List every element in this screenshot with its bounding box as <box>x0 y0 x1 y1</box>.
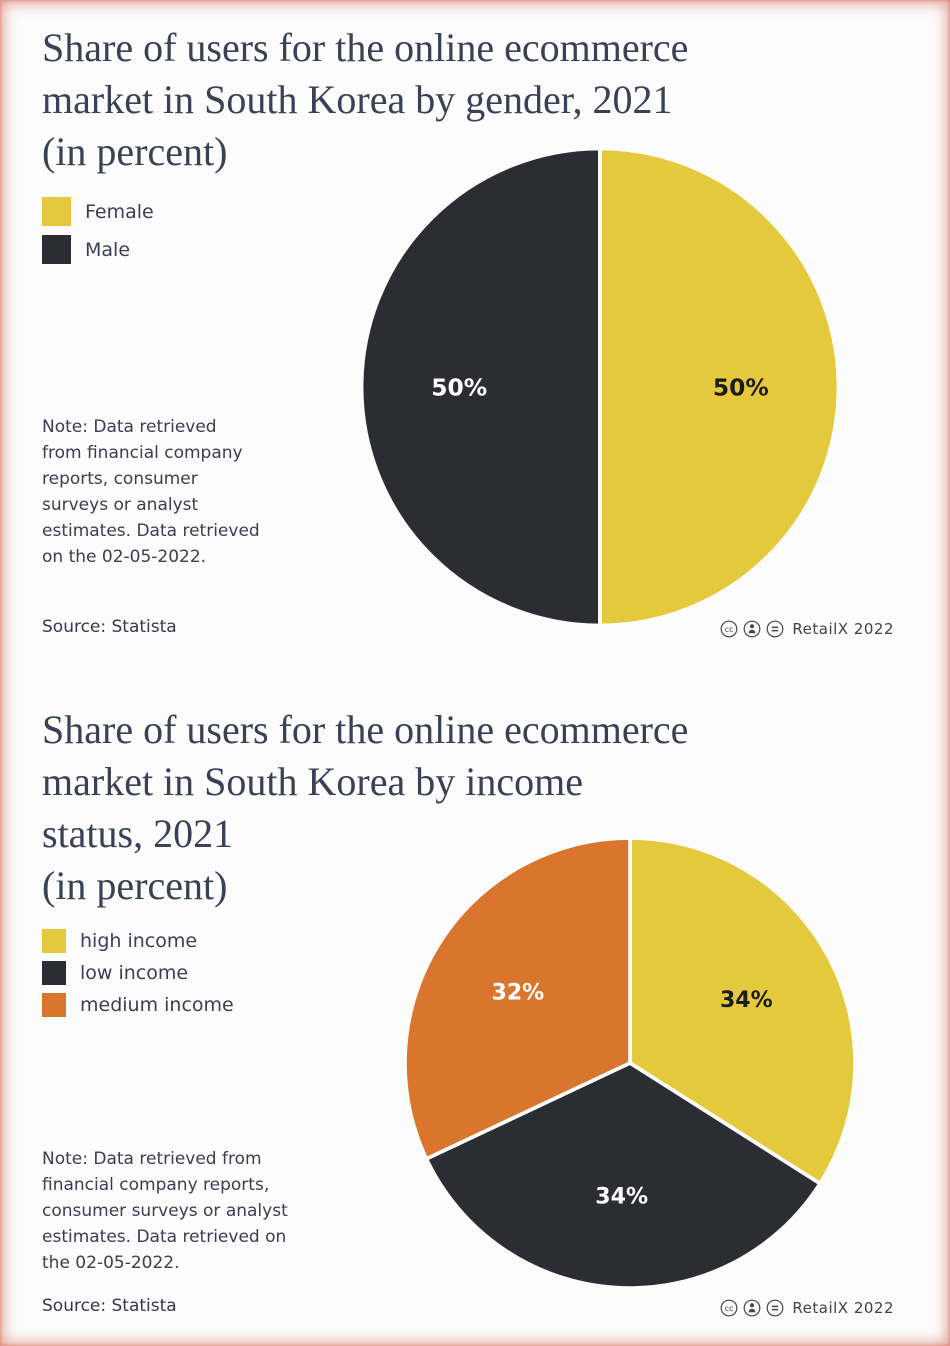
pie-chart: 34% 34% 32% <box>403 836 857 1290</box>
legend: Female Male <box>42 197 154 273</box>
legend-item: high income <box>42 929 234 953</box>
attribution-label: RetailX 2022 <box>792 1299 894 1317</box>
legend-item: Female <box>42 197 154 226</box>
note-text: Note: Data retrieved from financial comp… <box>42 1149 288 1273</box>
legend-item: medium income <box>42 993 234 1017</box>
legend-swatch <box>42 929 66 953</box>
note-text: Note: Data retrieved from financial comp… <box>42 417 260 567</box>
legend-label: low income <box>80 962 189 984</box>
cc-license-icon: cc <box>720 620 738 638</box>
cc-by-person-icon <box>743 1299 761 1317</box>
legend: high income low income medium income <box>42 929 234 1025</box>
legend-label: Female <box>85 200 154 223</box>
chart-title: Share of users for the online ecommerce … <box>42 707 689 908</box>
legend-item: Male <box>42 235 154 264</box>
attribution-label: RetailX 2022 <box>792 620 894 638</box>
legend-swatch <box>42 961 66 985</box>
cc-nd-equals-icon <box>766 620 784 638</box>
pie-slice <box>359 146 602 628</box>
pie-slice-value-label: 50% <box>713 373 769 401</box>
pie-slice <box>403 836 632 1161</box>
pie-chart: 50% 50% <box>359 146 841 628</box>
legend-swatch <box>42 235 71 264</box>
legend-label: high income <box>80 930 198 952</box>
source-text: Source: Statista <box>42 617 177 637</box>
cc-nd-equals-icon <box>766 1299 784 1317</box>
pie-slice-value-label: 34% <box>595 1184 648 1209</box>
pie-slice-value-label: 34% <box>720 988 773 1013</box>
cc-by-person-icon <box>743 620 761 638</box>
svg-text:cc: cc <box>725 1304 734 1313</box>
legend-label: medium income <box>80 994 234 1016</box>
legend-swatch <box>42 197 71 226</box>
svg-text:cc: cc <box>725 625 734 634</box>
pie-slice <box>424 1061 822 1290</box>
pie-slice <box>598 146 841 628</box>
pie-slice-value-label: 32% <box>492 981 545 1006</box>
legend-swatch <box>42 993 66 1017</box>
attribution: cc RetailX 2022 <box>720 1299 894 1317</box>
source-text: Source: Statista <box>42 1296 177 1316</box>
pie-slice-value-label: 50% <box>431 373 487 401</box>
chart-title: Share of users for the online ecommerce … <box>42 25 689 174</box>
legend-label: Male <box>85 238 131 261</box>
attribution: cc RetailX 2022 <box>720 620 894 638</box>
legend-item: low income <box>42 961 234 985</box>
cc-license-icon: cc <box>720 1299 738 1317</box>
